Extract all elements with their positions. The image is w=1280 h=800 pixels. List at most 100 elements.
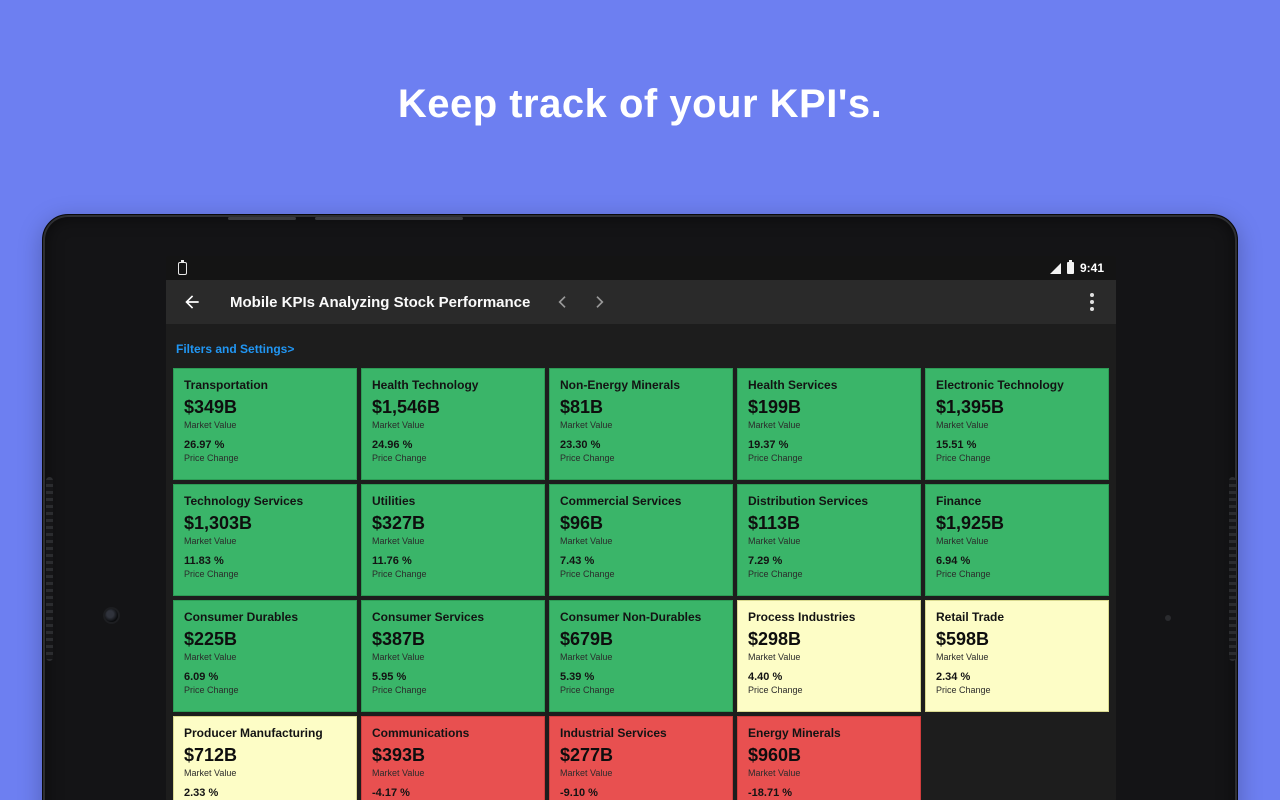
kpi-card-value: $199B [748,397,802,417]
kpi-card-market-value-label: Market Value [372,652,425,662]
chevron-right-icon [596,296,604,308]
kpi-card-price-change-label: Price Change [560,453,615,463]
kpi-card[interactable]: Commercial Services $96B Market Value 7.… [549,484,733,596]
kpi-card[interactable]: Producer Manufacturing $712B Market Valu… [173,716,357,800]
kpi-card-value: $598B [936,629,990,649]
kpi-card[interactable]: Non-Energy Minerals $81B Market Value 23… [549,368,733,480]
kpi-card[interactable]: Utilities $327B Market Value 11.76 % Pri… [361,484,545,596]
kpi-card[interactable]: Health Services $199B Market Value 19.37… [737,368,921,480]
kpi-card-market-value-label: Market Value [560,768,613,778]
kpi-card[interactable]: Communications $393B Market Value -4.17 … [361,716,545,800]
speaker-grille [46,477,53,661]
kpi-card-value: $327B [372,513,426,533]
kpi-card-price-change: 2.33 % [184,787,219,799]
front-camera [105,609,118,622]
kpi-card-market-value-label: Market Value [184,652,237,662]
kpi-card-price-change: 5.39 % [560,671,595,683]
kpi-card-price-change: -4.17 % [372,787,410,799]
kpi-card-price-change: 5.95 % [372,671,407,683]
kpi-card-price-change: 26.97 % [184,439,225,451]
kpi-card-title: Retail Trade [936,610,1005,624]
kpi-card-title: Consumer Non-Durables [560,610,702,624]
kpi-card-price-change-label: Price Change [372,685,427,695]
kpi-card-market-value-label: Market Value [184,420,237,430]
kpi-card-price-change: 15.51 % [936,439,977,451]
kpi-card-title: Utilities [372,494,416,508]
kpi-card-price-change-label: Price Change [560,685,615,695]
kpi-card-price-change-label: Price Change [560,569,615,579]
kpi-card[interactable]: Retail Trade $598B Market Value 2.34 % P… [925,600,1109,712]
kpi-card-price-change: 24.96 % [372,439,413,451]
tablet-edge-button [315,217,463,220]
overflow-menu-icon [1090,293,1094,297]
kpi-card-market-value-label: Market Value [184,768,237,778]
app-bar: Mobile KPIs Analyzing Stock Performance [166,280,1116,324]
kpi-card-market-value-label: Market Value [748,652,801,662]
kpi-card-price-change: 11.83 % [184,555,224,567]
kpi-card-market-value-label: Market Value [372,768,425,778]
kpi-card-price-change: 2.34 % [936,671,971,683]
kpi-card-title: Health Services [748,378,838,392]
kpi-card-price-change: 7.29 % [748,555,783,567]
back-button[interactable] [180,290,204,314]
kpi-card-title: Finance [936,494,982,508]
kpi-card-price-change-label: Price Change [936,453,991,463]
kpi-card[interactable]: Distribution Services $113B Market Value… [737,484,921,596]
kpi-card-market-value-label: Market Value [560,420,613,430]
kpi-card-value: $712B [184,745,238,765]
kpi-card[interactable]: Industrial Services $277B Market Value -… [549,716,733,800]
kpi-card-market-value-label: Market Value [748,536,801,546]
kpi-card[interactable]: Electronic Technology $1,395B Market Val… [925,368,1109,480]
kpi-card-value: $1,395B [936,397,1005,417]
overflow-menu-button[interactable] [1082,290,1102,314]
kpi-card-title: Commercial Services [560,494,682,508]
page-title: Keep track of your KPI's. [397,82,883,126]
kpi-card-value: $225B [184,629,238,649]
kpi-card-price-change-label: Price Change [184,685,239,695]
kpi-card-price-change: -9.10 % [560,787,598,799]
sensor-dot [1165,615,1171,621]
kpi-card[interactable]: Technology Services $1,303B Market Value… [173,484,357,596]
kpi-card-price-change: -18.71 % [748,787,793,799]
kpi-card-market-value-label: Market Value [936,536,989,546]
kpi-card[interactable]: Energy Minerals $960B Market Value -18.7… [737,716,921,800]
tablet-frame: 9:41 Mobile KPIs Analyzing Stock Perform… [42,214,1238,800]
kpi-card-title: Electronic Technology [936,378,1064,392]
kpi-card-price-change-label: Price Change [936,685,991,695]
kpi-card-value: $349B [184,397,238,417]
kpi-card-price-change: 23.30 % [560,439,601,451]
signal-icon [1049,262,1061,274]
kpi-card-market-value-label: Market Value [936,420,989,430]
kpi-card-price-change-label: Price Change [748,569,803,579]
kpi-card-title: Technology Services [184,494,304,508]
kpi-card-title: Distribution Services [748,494,869,508]
kpi-card-price-change: 4.40 % [748,671,783,683]
kpi-card[interactable]: Consumer Durables $225B Market Value 6.0… [173,600,357,712]
kpi-card[interactable]: Process Industries $298B Market Value 4.… [737,600,921,712]
kpi-card-market-value-label: Market Value [560,536,613,546]
kpi-card-price-change-label: Price Change [748,685,803,695]
chevron-left-icon [558,296,566,308]
kpi-card[interactable]: Transportation $349B Market Value 26.97 … [173,368,357,480]
chevron-left-button[interactable] [552,291,574,313]
kpi-card[interactable]: Consumer Non-Durables $679B Market Value… [549,600,733,712]
kpi-card-title: Process Industries [748,610,856,624]
kpi-card-title: Industrial Services [560,726,667,740]
chevron-right-button[interactable] [588,291,610,313]
kpi-card-title: Consumer Durables [184,610,299,624]
filters-and-settings-link[interactable]: Filters and Settings> [176,342,295,356]
tablet-edge-button [228,217,296,220]
kpi-card-value: $960B [748,745,802,765]
kpi-card-title: Consumer Services [372,610,485,624]
battery-outline-icon [178,259,187,275]
kpi-card[interactable]: Finance $1,925B Market Value 6.94 % Pric… [925,484,1109,596]
kpi-card-price-change-label: Price Change [372,453,427,463]
kpi-card[interactable]: Consumer Services $387B Market Value 5.9… [361,600,545,712]
kpi-card-value: $393B [372,745,426,765]
kpi-card-value: $679B [560,629,614,649]
kpi-card-market-value-label: Market Value [560,652,613,662]
kpi-card[interactable]: Health Technology $1,546B Market Value 2… [361,368,545,480]
speaker-grille [1229,477,1236,661]
kpi-card-price-change-label: Price Change [936,569,991,579]
kpi-card-value: $113B [748,513,801,533]
